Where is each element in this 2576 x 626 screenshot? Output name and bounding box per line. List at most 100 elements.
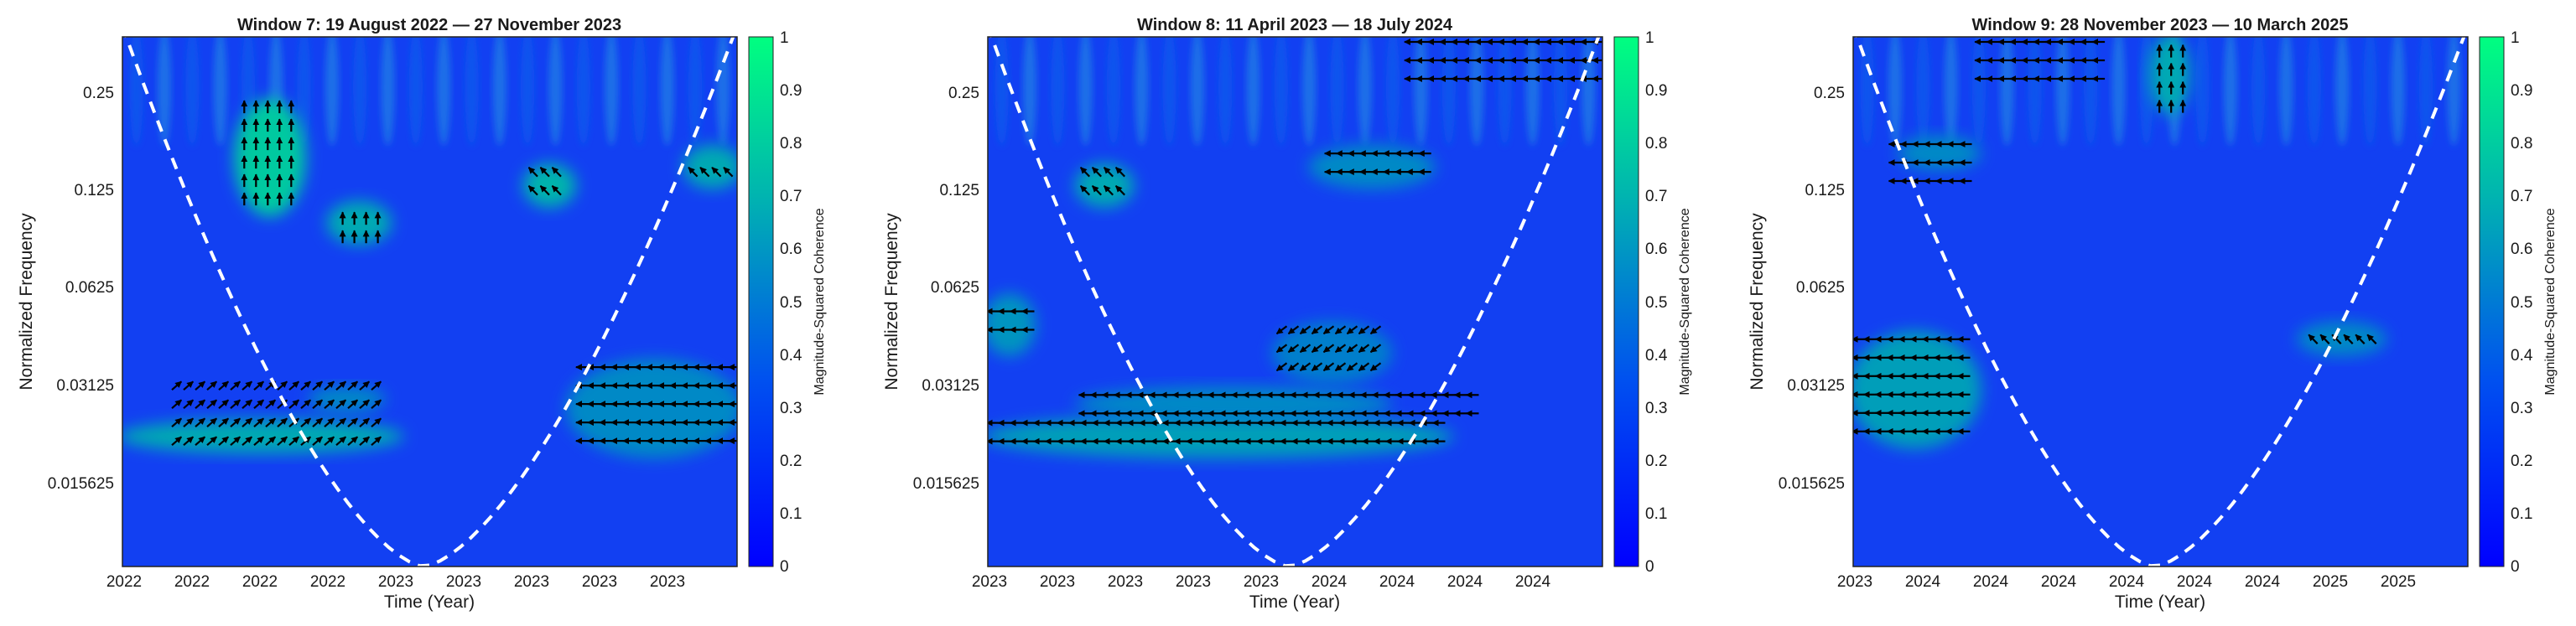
- coherence-texture: [1498, 37, 1512, 146]
- phase-arrow: [277, 399, 288, 410]
- colorbar-tick-label: 1: [1645, 29, 1654, 47]
- phase-arrow: [347, 436, 359, 447]
- phase-arrow: [2343, 334, 2354, 344]
- coherence-texture: [1386, 37, 1400, 146]
- coherence-texture: [381, 37, 395, 146]
- colorbar-tick-label: 0.9: [780, 82, 802, 100]
- y-tick-label: 0.25: [83, 85, 114, 102]
- colorbar: 1 0.9 0.8 0.7 0.6 0.5 0.4 0.3 0.2 0.1 0 …: [1613, 29, 1692, 576]
- coherence-texture: [632, 37, 647, 146]
- coherence-texture: [465, 37, 479, 146]
- phase-arrow: [171, 436, 183, 447]
- plot-frame: [987, 36, 1603, 567]
- phase-arrow: [1369, 325, 1382, 335]
- x-tick-labels: 2022 2022 2022 2022 2023 2023 2023 2023 …: [106, 573, 685, 591]
- phase-arrow: [230, 417, 242, 428]
- colorbar-tick-label: 0.2: [2511, 453, 2532, 470]
- coherence-texture: [2055, 37, 2070, 146]
- phase-arrow: [242, 399, 253, 410]
- y-tick-label: 0.015625: [48, 475, 114, 493]
- phase-arrow: [1275, 325, 1288, 335]
- y-tick-label: 0.03125: [56, 377, 114, 395]
- x-tick-label: 2022: [106, 573, 142, 591]
- phase-arrow: [539, 167, 550, 178]
- x-tick-label: 2022: [174, 573, 210, 591]
- phase-arrow: [347, 380, 359, 391]
- coherence-texture: [2335, 37, 2350, 146]
- coherence-texture: [1441, 37, 1456, 146]
- colorbar-tick-label: 0.3: [780, 400, 802, 417]
- coherence-texture: [576, 37, 590, 146]
- coherence-texture: [1916, 37, 1930, 146]
- coherence-texture: [1554, 37, 1567, 146]
- phase-arrow: [1079, 185, 1090, 196]
- phase-arrow: [288, 399, 300, 410]
- y-tick-label: 0.03125: [1787, 377, 1845, 395]
- phase-arrow: [312, 417, 324, 428]
- panel-window-8: Window 8: 11 April 2023 — 18 July 2024 0…: [882, 16, 1692, 612]
- phase-arrow: [277, 380, 288, 391]
- phase-arrow: [1275, 344, 1288, 354]
- x-tick-label: 2024: [1379, 573, 1415, 591]
- phase-arrow: [195, 399, 206, 410]
- coherence-texture: [1078, 37, 1093, 146]
- coherence-texture: [2111, 37, 2126, 146]
- phase-arrow: [183, 417, 195, 428]
- phase-arrow: [265, 399, 277, 410]
- colorbar-tick-labels: 1 0.9 0.8 0.7 0.6 0.5 0.4 0.3 0.2 0.1 0: [1645, 29, 1668, 576]
- phase-arrow: [242, 380, 253, 391]
- coherence-region: [122, 419, 404, 454]
- panel-window-7: Window 7: 19 August 2022 — 27 November 2…: [17, 16, 827, 612]
- coherence-texture: [1274, 37, 1288, 146]
- coherence-texture: [2391, 37, 2405, 146]
- phase-arrow: [230, 399, 242, 410]
- phase-arrow: [2355, 334, 2366, 344]
- y-tick-label: 0.125: [939, 182, 979, 199]
- phase-arrow: [277, 436, 288, 447]
- coherence-texture: [185, 37, 200, 146]
- colorbar-tick-label: 0.8: [1645, 135, 1667, 153]
- phase-arrow: [195, 436, 206, 447]
- coherence-texture: [1358, 37, 1372, 146]
- colorbar-tick-label: 0.4: [1645, 347, 1668, 365]
- y-axis-label: Normalized Frequency: [882, 213, 901, 391]
- x-tick-label: 2024: [2245, 573, 2281, 591]
- colorbar-tick-label: 0.7: [1645, 188, 1667, 205]
- phase-arrow: [1311, 344, 1323, 354]
- phase-arrow: [312, 380, 324, 391]
- coherence-texture: [2363, 37, 2377, 146]
- colorbar-gradient: [748, 36, 774, 567]
- x-tick-label: 2023: [972, 573, 1007, 591]
- phase-arrow: [699, 167, 710, 178]
- colorbar-label: Magnitude-Squared Coherence: [813, 208, 827, 395]
- phase-arrow: [371, 436, 382, 447]
- phase-arrow: [253, 380, 265, 391]
- coherence-texture: [2307, 37, 2321, 146]
- coherence-texture: [353, 37, 367, 146]
- phase-arrow: [218, 380, 230, 391]
- phase-arrow: [1358, 344, 1370, 354]
- plot-title: Window 9: 28 November 2023 — 10 March 20…: [1972, 16, 2349, 34]
- colorbar-tick-label: 0.5: [1645, 294, 1667, 312]
- y-tick-labels: 0.25 0.125 0.0625 0.03125 0.015625: [48, 85, 114, 493]
- phase-arrow: [1287, 344, 1300, 354]
- phase-arrow: [324, 436, 335, 447]
- phase-arrow: [1322, 344, 1335, 354]
- phase-arrow: [527, 167, 538, 178]
- colorbar: 1 0.9 0.8 0.7 0.6 0.5 0.4 0.3 0.2 0.1 0 …: [2479, 29, 2558, 576]
- coherence-texture: [1860, 37, 1874, 146]
- phase-arrow: [1114, 167, 1125, 178]
- colorbar-tick-label: 0.2: [1645, 453, 1667, 470]
- phase-arrow: [2308, 334, 2319, 344]
- phase-arrow: [1299, 362, 1311, 372]
- phase-arrow: [1322, 325, 1335, 335]
- colorbar-tick-label: 1: [780, 29, 789, 47]
- phase-arrow: [1346, 325, 1358, 335]
- phase-arrow: [1311, 325, 1323, 335]
- phase-arrow: [253, 417, 265, 428]
- phase-arrow: [539, 185, 550, 196]
- colorbar-tick-label: 0.1: [1645, 505, 1667, 523]
- phase-arrow: [1369, 362, 1382, 372]
- phase-arrow: [335, 380, 347, 391]
- y-tick-label: 0.0625: [65, 279, 114, 297]
